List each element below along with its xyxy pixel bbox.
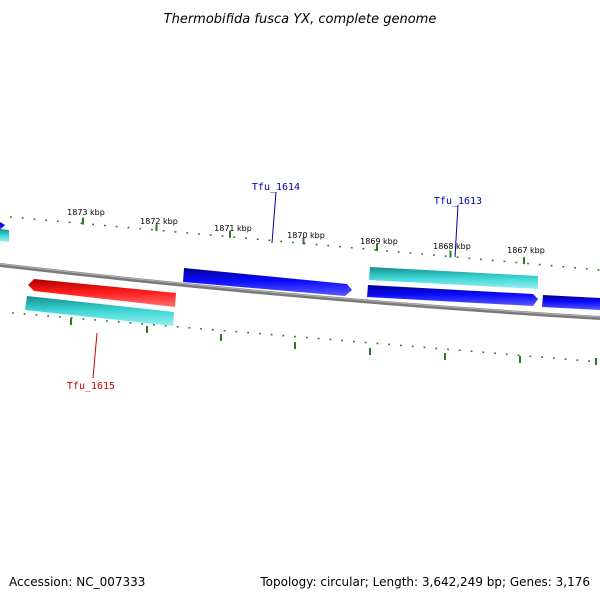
gene-label-tfu-1613[interactable]: Tfu_1613 [434, 196, 482, 207]
tick-label-1870: 1870 kbp [287, 231, 325, 240]
topology-summary-text: Topology: circular; Length: 3,642,249 bp… [259, 575, 590, 589]
cds-feature-left-edge[interactable] [0, 229, 9, 242]
gene-label-tfu-1614[interactable]: Tfu_1614 [252, 182, 300, 193]
tick-label-1872: 1872 kbp [140, 217, 178, 226]
gene-arrow-tfu-1613[interactable] [367, 285, 538, 306]
cds-feature-tfu-1613[interactable] [369, 267, 538, 289]
leader-line-tfu-1613 [454, 204, 459, 258]
genome-backbone-highlight [0, 263, 600, 318]
accession-text: Accession: NC_007333 [9, 575, 145, 589]
tick-label-1867: 1867 kbp [507, 246, 545, 255]
inner-major-ticks [70, 318, 597, 365]
map-title: Thermobifida fusca YX, complete genome [164, 12, 437, 27]
tick-label-1871: 1871 kbp [214, 224, 252, 233]
gene-arrow-forward-right[interactable] [542, 295, 600, 310]
tick-label-1869: 1869 kbp [360, 237, 398, 246]
cds-feature-tfu-1615[interactable] [25, 296, 174, 326]
gene-arrow-forward-edge[interactable] [0, 222, 5, 230]
major-ticks [82, 217, 525, 265]
inner-tick-track [11, 312, 600, 363]
leader-line-tfu-1615 [92, 332, 98, 379]
gene-label-tfu-1615[interactable]: Tfu_1615 [67, 381, 115, 392]
gene-arrow-tfu-1614[interactable] [183, 268, 352, 296]
tick-label-1868: 1868 kbp [433, 242, 471, 251]
outer-tick-track [9, 216, 600, 271]
tick-label-1873: 1873 kbp [67, 208, 105, 217]
tick-labels: 1873 kbp 1872 kbp 1871 kbp 1870 kbp 1869… [67, 208, 545, 255]
leader-line-tfu-1614 [271, 191, 277, 244]
gene-arrow-tfu-1615[interactable] [28, 279, 176, 307]
genome-backbone [0, 263, 600, 320]
